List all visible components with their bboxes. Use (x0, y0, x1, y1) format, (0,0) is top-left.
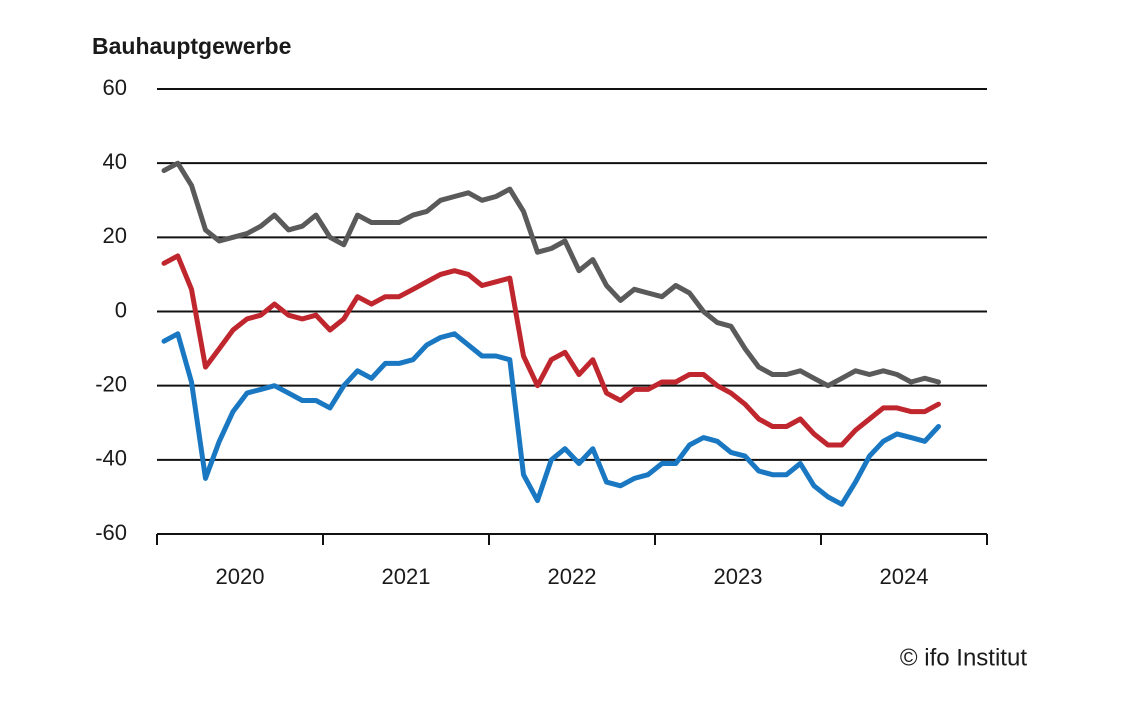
y-tick-label: -60 (95, 520, 127, 545)
y-tick-label: 0 (115, 297, 127, 322)
x-tick-label: 2021 (382, 564, 431, 589)
chart-title: Bauhauptgewerbe (92, 33, 291, 59)
y-tick-label: -40 (95, 446, 127, 471)
source: © ifo Institut (900, 644, 1027, 671)
x-tick-label: 2020 (216, 564, 265, 589)
y-tick-label: 40 (103, 149, 127, 174)
series-line (161, 331, 941, 507)
y-tick-label: 60 (103, 75, 127, 100)
x-tick-label: 2023 (714, 564, 763, 589)
y-tick-label: -20 (95, 371, 127, 396)
x-tick-label: 2024 (880, 564, 929, 589)
x-tick-label: 2022 (548, 564, 597, 589)
series-line (161, 160, 941, 389)
series-line (161, 253, 941, 448)
y-tick-label: 20 (103, 223, 127, 248)
